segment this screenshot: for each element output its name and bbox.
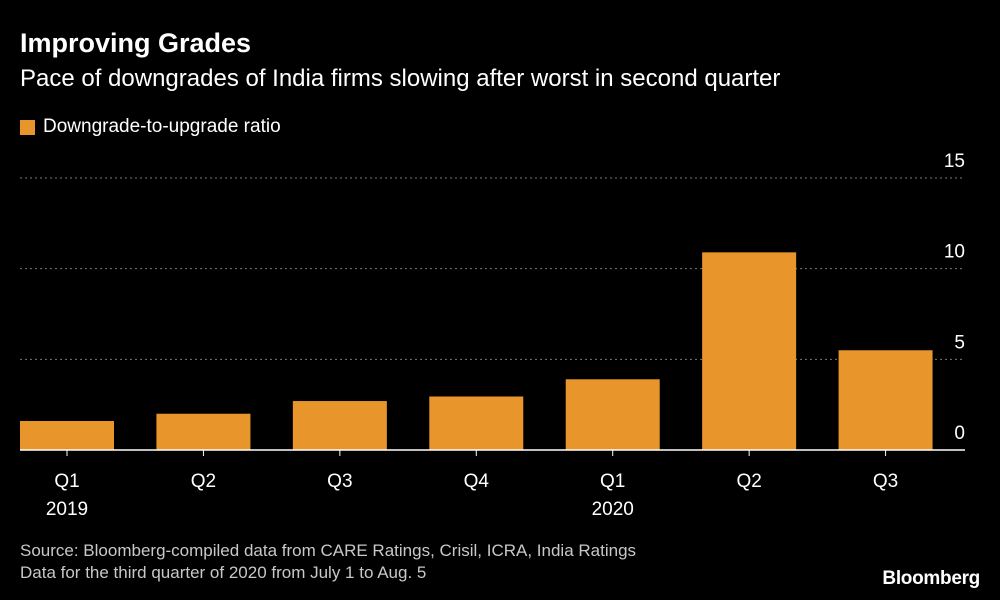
chart-subtitle: Pace of downgrades of India firms slowin… [20, 65, 781, 92]
bar [838, 350, 933, 450]
bar [20, 420, 114, 450]
y-tick-label: 15 [944, 151, 965, 172]
bar [292, 401, 387, 450]
chart-footer: Source: Bloomberg-compiled data from CAR… [20, 540, 636, 584]
x-group-label: 2019 [46, 499, 88, 520]
bar [156, 413, 251, 450]
legend-swatch [20, 119, 35, 135]
bar [429, 396, 524, 450]
x-group-label: 2020 [592, 499, 634, 520]
x-tick-label: Q1 [54, 471, 79, 492]
x-tick-label: Q2 [191, 471, 216, 492]
bar [702, 252, 797, 450]
legend-label: Downgrade-to-upgrade ratio [43, 116, 281, 137]
y-tick-label: 5 [954, 332, 965, 353]
y-tick-label: 10 [944, 242, 965, 263]
source-note: Source: Bloomberg-compiled data from CAR… [20, 541, 637, 560]
bar [565, 379, 660, 450]
chart-title: Improving Grades [20, 28, 252, 58]
x-tick-label: Q1 [600, 471, 625, 492]
x-tick-label: Q2 [736, 471, 761, 492]
data-note: Data for the third quarter of 2020 from … [20, 563, 427, 582]
legend: Downgrade-to-upgrade ratio [20, 116, 281, 138]
x-tick-label: Q3 [327, 471, 352, 492]
x-tick-label: Q3 [873, 471, 898, 492]
x-tick-label: Q4 [464, 471, 490, 492]
bloomberg-logo: Bloomberg [882, 568, 980, 589]
y-tick-label: 0 [954, 423, 965, 444]
